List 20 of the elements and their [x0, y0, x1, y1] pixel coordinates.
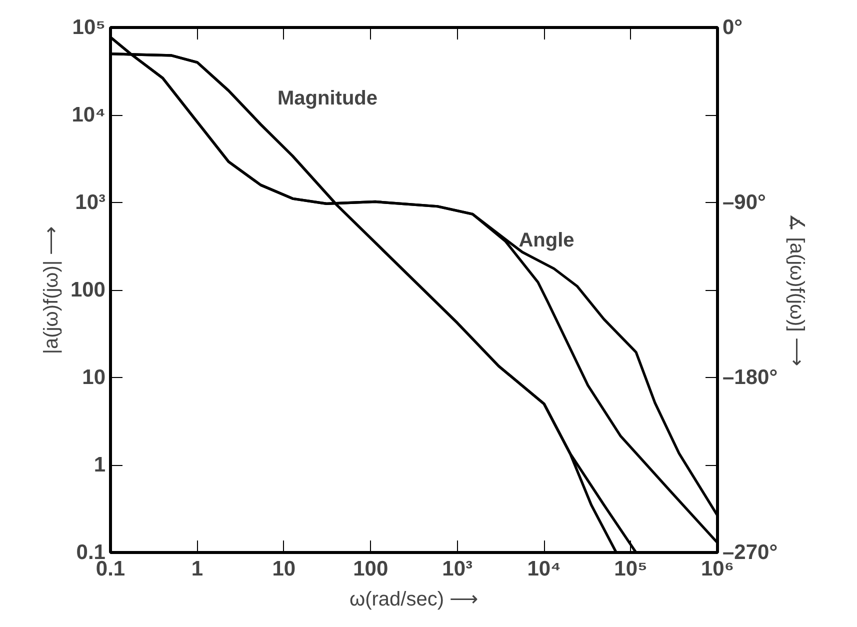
- y-tick-label: 10⁴: [72, 104, 106, 126]
- y2-axis-title: ∡ [a(jω)f(jω)] ⟶: [786, 214, 808, 366]
- annotation: Angle: [518, 230, 574, 252]
- y2-tick-label: 0°: [722, 16, 743, 39]
- y-tick-label: 100: [70, 278, 106, 302]
- y-tick-label: 10: [82, 366, 106, 389]
- x-tick-label: 10⁴: [527, 558, 561, 580]
- annotation: Magnitude: [278, 88, 378, 110]
- x-tick-label: 100: [353, 558, 388, 580]
- y2-tick-label: –180°: [722, 366, 778, 389]
- y-axis-title: |a(jω)f(jω)| ⟶: [40, 226, 62, 354]
- y2-tick-label: –90°: [722, 191, 766, 214]
- y-tick-label: 10⁵: [72, 16, 106, 39]
- x-axis-title: ω(rad/sec) ⟶: [349, 588, 479, 610]
- x-tick-label: 1: [191, 558, 204, 580]
- y-tick-label: 1: [94, 454, 106, 476]
- x-tick-label: 10: [272, 558, 296, 580]
- y-tick-label: 10³: [75, 191, 106, 214]
- x-tick-label: 10³: [442, 558, 473, 580]
- x-tick-label: 10⁵: [614, 558, 648, 580]
